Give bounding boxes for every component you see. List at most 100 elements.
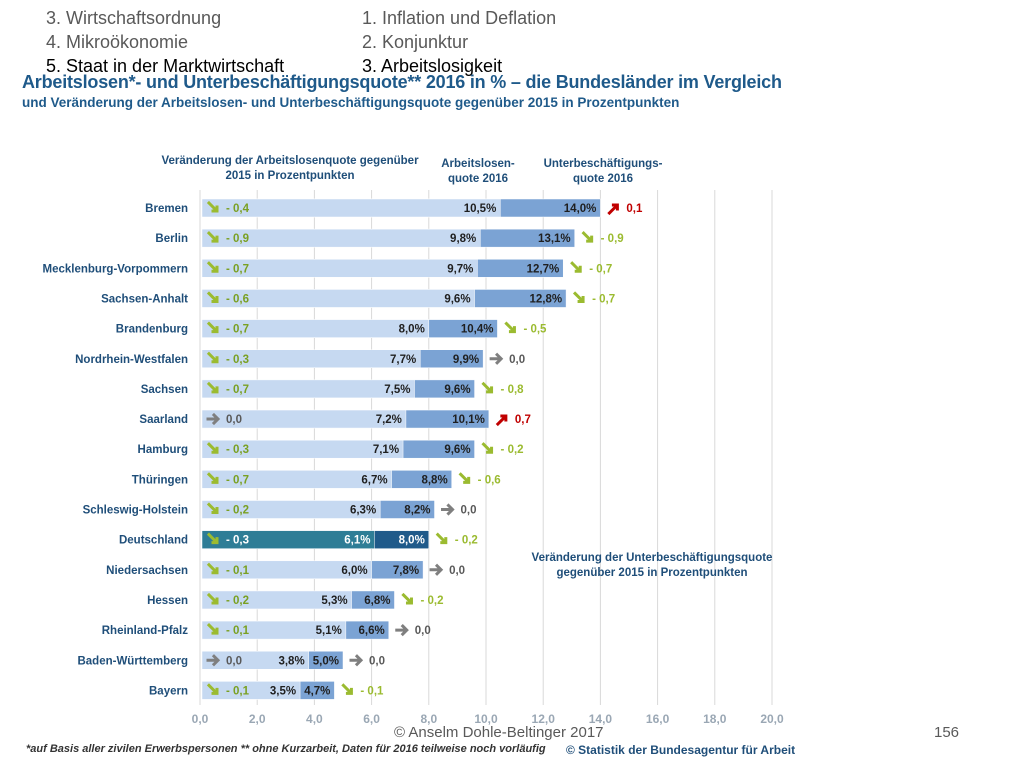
header-change-alq: Veränderung der Arbeitslosenquote gegenü…: [161, 155, 419, 182]
x-tick-label: 20,0: [760, 712, 784, 726]
ubq-value-label: 7,8%: [393, 565, 419, 577]
alq-bar: [201, 651, 309, 670]
category-label: Deutschland: [119, 535, 188, 547]
page-number: 156: [934, 724, 960, 741]
alq-value-label: 9,6%: [444, 293, 470, 305]
topic-item-active: 3. Arbeitslosigkeit: [362, 56, 503, 76]
alq-value-label: 5,3%: [321, 595, 347, 607]
change-ubq-label: - 0,7: [589, 263, 612, 275]
ubq-value-label: 12,8%: [529, 293, 562, 305]
ubq-value-label: 6,8%: [364, 595, 390, 607]
alq-value-label: 8,0%: [399, 324, 425, 336]
category-label: Mecklenburg-Vorpommern: [43, 263, 188, 275]
change-alq-label: - 0,2: [226, 595, 249, 607]
alq-value-label: 7,5%: [384, 384, 410, 396]
header-ubq: Unterbeschäftigungs-quote 2016: [544, 158, 663, 185]
alq-value-label: 5,1%: [316, 625, 342, 637]
change-alq-arrow: [206, 592, 219, 605]
change-ubq-label: - 0,7: [592, 293, 615, 305]
change-ubq-label: - 0,2: [455, 535, 478, 547]
x-tick-label: 16,0: [646, 712, 670, 726]
category-label: Nordrhein-Westfalen: [75, 354, 188, 366]
change-ubq-label: 0,0: [415, 625, 431, 637]
change-ubq-arrow: [607, 203, 619, 216]
change-ubq-label: - 0,8: [501, 384, 525, 396]
change-alq-arrow: [206, 351, 219, 364]
ubq-value-label: 14,0%: [564, 203, 597, 215]
change-ubq-label: - 0,5: [523, 324, 547, 336]
x-tick-label: 6,0: [363, 712, 380, 726]
alq-value-label: 7,2%: [376, 414, 402, 426]
topic-item: 3. Wirtschaftsordnung: [46, 8, 222, 28]
change-ubq-label: 0,0: [369, 655, 385, 667]
category-label: Hessen: [147, 595, 188, 607]
x-tick-label: 14,0: [589, 712, 613, 726]
change-ubq-arrow: [349, 654, 364, 667]
category-label: Baden-Württemberg: [77, 655, 188, 667]
category-label: Niedersachsen: [106, 565, 188, 577]
ubq-value-label: 9,6%: [444, 444, 470, 456]
change-ubq-arrow: [572, 291, 585, 303]
change-alq-label: - 0,2: [226, 505, 249, 517]
change-alq-label: - 0,7: [226, 263, 249, 275]
alq-bar: [201, 439, 404, 459]
change-alq-arrow: [206, 200, 219, 213]
category-label: Thüringen: [132, 474, 188, 486]
chart-subtitle: und Veränderung der Arbeitslosen- und Un…: [22, 95, 680, 110]
change-alq-arrow: [206, 654, 221, 667]
ubq-value-label: 12,7%: [527, 263, 560, 275]
alq-bar: [201, 379, 415, 399]
change-ubq-label: 0,0: [449, 565, 465, 577]
change-alq-arrow: [206, 231, 219, 243]
change-alq-label: - 0,7: [226, 384, 249, 396]
x-tick-label: 4,0: [306, 712, 323, 726]
header-change-ubq: Veränderung der Unterbeschäftigungsquote…: [532, 552, 773, 579]
alq-value-label: 6,7%: [361, 474, 387, 486]
change-ubq-label: 0,1: [626, 203, 643, 215]
topic-item: 1. Inflation und Deflation: [362, 8, 557, 28]
ubq-value-label: 10,4%: [461, 324, 494, 336]
change-alq-arrow: [206, 261, 219, 273]
change-ubq-arrow: [581, 231, 594, 243]
alq-value-label: 7,7%: [390, 354, 416, 366]
ubq-value-label: 9,9%: [453, 354, 479, 366]
change-ubq-arrow: [435, 532, 448, 545]
change-alq-arrow: [206, 683, 219, 695]
alq-value-label: 9,8%: [450, 233, 476, 245]
x-tick-label: 12,0: [532, 712, 556, 726]
category-label: Sachsen: [141, 384, 188, 396]
change-ubq-arrow: [481, 381, 494, 394]
category-label: Saarland: [139, 414, 188, 426]
change-alq-arrow: [206, 502, 219, 514]
change-ubq-arrow: [570, 261, 582, 273]
change-alq-label: - 0,4: [226, 203, 250, 215]
alq-bar: [201, 228, 481, 248]
alq-value-label: 3,8%: [278, 655, 304, 667]
ubq-value-label: 6,6%: [359, 625, 385, 637]
alq-value-label: 9,7%: [447, 263, 473, 275]
topic-item: 4. Mikroökonomie: [46, 32, 189, 52]
change-ubq-arrow: [429, 563, 444, 576]
category-label: Berlin: [155, 233, 188, 245]
topic-list-left: 3. Wirtschaftsordnung 4. Mikroökonomie 5…: [46, 6, 284, 78]
alq-value-label: 6,0%: [341, 565, 367, 577]
alq-value-label: 6,1%: [344, 535, 370, 547]
change-ubq-label: 0,7: [515, 414, 531, 426]
category-label: Rheinland-Pfalz: [102, 625, 189, 637]
change-alq-arrow: [206, 442, 219, 454]
x-tick-label: 10,0: [474, 712, 498, 726]
alq-bar: [201, 198, 501, 218]
alq-value-label: 10,5%: [464, 203, 497, 215]
change-ubq-label: 0,0: [509, 354, 525, 366]
change-ubq-arrow: [481, 442, 494, 454]
change-ubq-arrow: [495, 414, 508, 427]
alq-bar: [201, 289, 475, 308]
change-alq-arrow: [206, 562, 219, 575]
change-ubq-label: - 0,1: [360, 685, 384, 697]
change-alq-label: - 0,6: [226, 293, 249, 305]
category-label: Sachsen-Anhalt: [101, 293, 188, 305]
change-ubq-arrow: [401, 592, 413, 605]
x-tick-label: 18,0: [703, 712, 727, 726]
ubq-value-label: 13,1%: [538, 233, 571, 245]
copyright: © Anselm Dohle-Beltinger 2017: [394, 724, 604, 741]
